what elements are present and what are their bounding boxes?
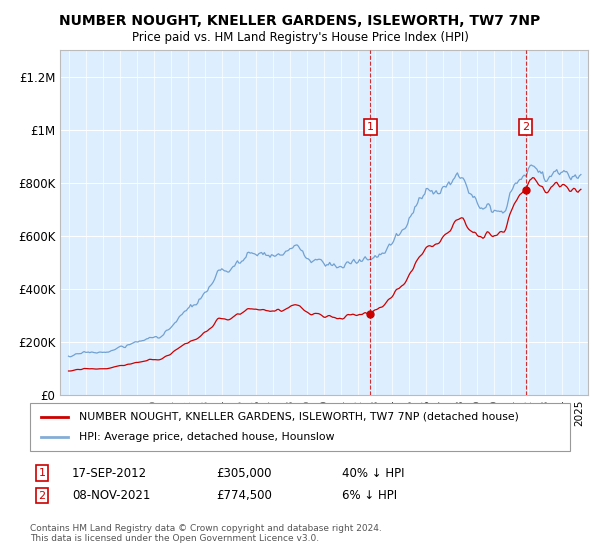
Text: NUMBER NOUGHT, KNELLER GARDENS, ISLEWORTH, TW7 7NP (detached house): NUMBER NOUGHT, KNELLER GARDENS, ISLEWORT…: [79, 412, 518, 422]
Text: Price paid vs. HM Land Registry's House Price Index (HPI): Price paid vs. HM Land Registry's House …: [131, 31, 469, 44]
Text: 2: 2: [522, 122, 529, 132]
Text: Contains HM Land Registry data © Crown copyright and database right 2024.
This d: Contains HM Land Registry data © Crown c…: [30, 524, 382, 543]
Text: HPI: Average price, detached house, Hounslow: HPI: Average price, detached house, Houn…: [79, 432, 334, 442]
Text: 08-NOV-2021: 08-NOV-2021: [72, 489, 151, 502]
Text: 2: 2: [38, 491, 46, 501]
Text: 1: 1: [38, 468, 46, 478]
Text: 17-SEP-2012: 17-SEP-2012: [72, 466, 147, 480]
Text: NUMBER NOUGHT, KNELLER GARDENS, ISLEWORTH, TW7 7NP: NUMBER NOUGHT, KNELLER GARDENS, ISLEWORT…: [59, 14, 541, 28]
FancyBboxPatch shape: [30, 403, 570, 451]
Text: 6% ↓ HPI: 6% ↓ HPI: [342, 489, 397, 502]
Text: 40% ↓ HPI: 40% ↓ HPI: [342, 466, 404, 480]
Text: 1: 1: [367, 122, 374, 132]
Text: £305,000: £305,000: [216, 466, 271, 480]
Text: £774,500: £774,500: [216, 489, 272, 502]
